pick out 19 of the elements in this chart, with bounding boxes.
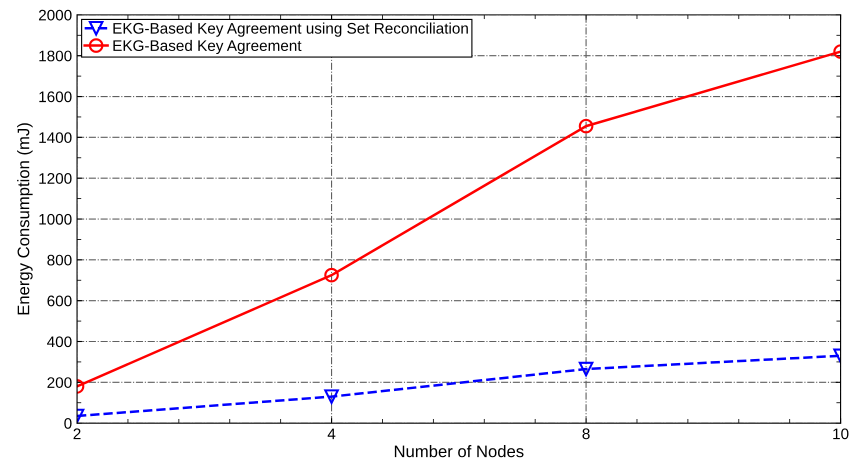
x-tick-label: 10 — [833, 428, 848, 440]
y-tick-label: 1200 — [39, 173, 72, 184]
y-tick-label: 1400 — [39, 132, 72, 144]
y-tick-label: 400 — [47, 336, 72, 348]
legend-label: EKG-Based Key Agreement — [113, 40, 302, 54]
y-tick-label: 2000 — [38, 10, 72, 21]
legend-label: EKG-Based Key Agreement using Set Reconciliation — [113, 22, 468, 37]
y-tick-label: 1800 — [39, 50, 72, 62]
y-tick-label: 0 — [64, 418, 72, 429]
x-tick-label: 8 — [582, 428, 590, 440]
y-axis-title: Energy Consumption (mJ) — [17, 123, 33, 314]
y-tick-label: 1600 — [39, 91, 72, 102]
x-axis-title: Number of Nodes — [394, 445, 524, 458]
x-tick-label: 2 — [74, 428, 81, 440]
x-tick-label: 4 — [328, 428, 336, 440]
y-tick-label: 1000 — [39, 214, 72, 225]
y-tick-label: 200 — [47, 377, 72, 388]
y-tick-label: 800 — [47, 254, 72, 266]
y-tick-label: 600 — [47, 296, 72, 306]
